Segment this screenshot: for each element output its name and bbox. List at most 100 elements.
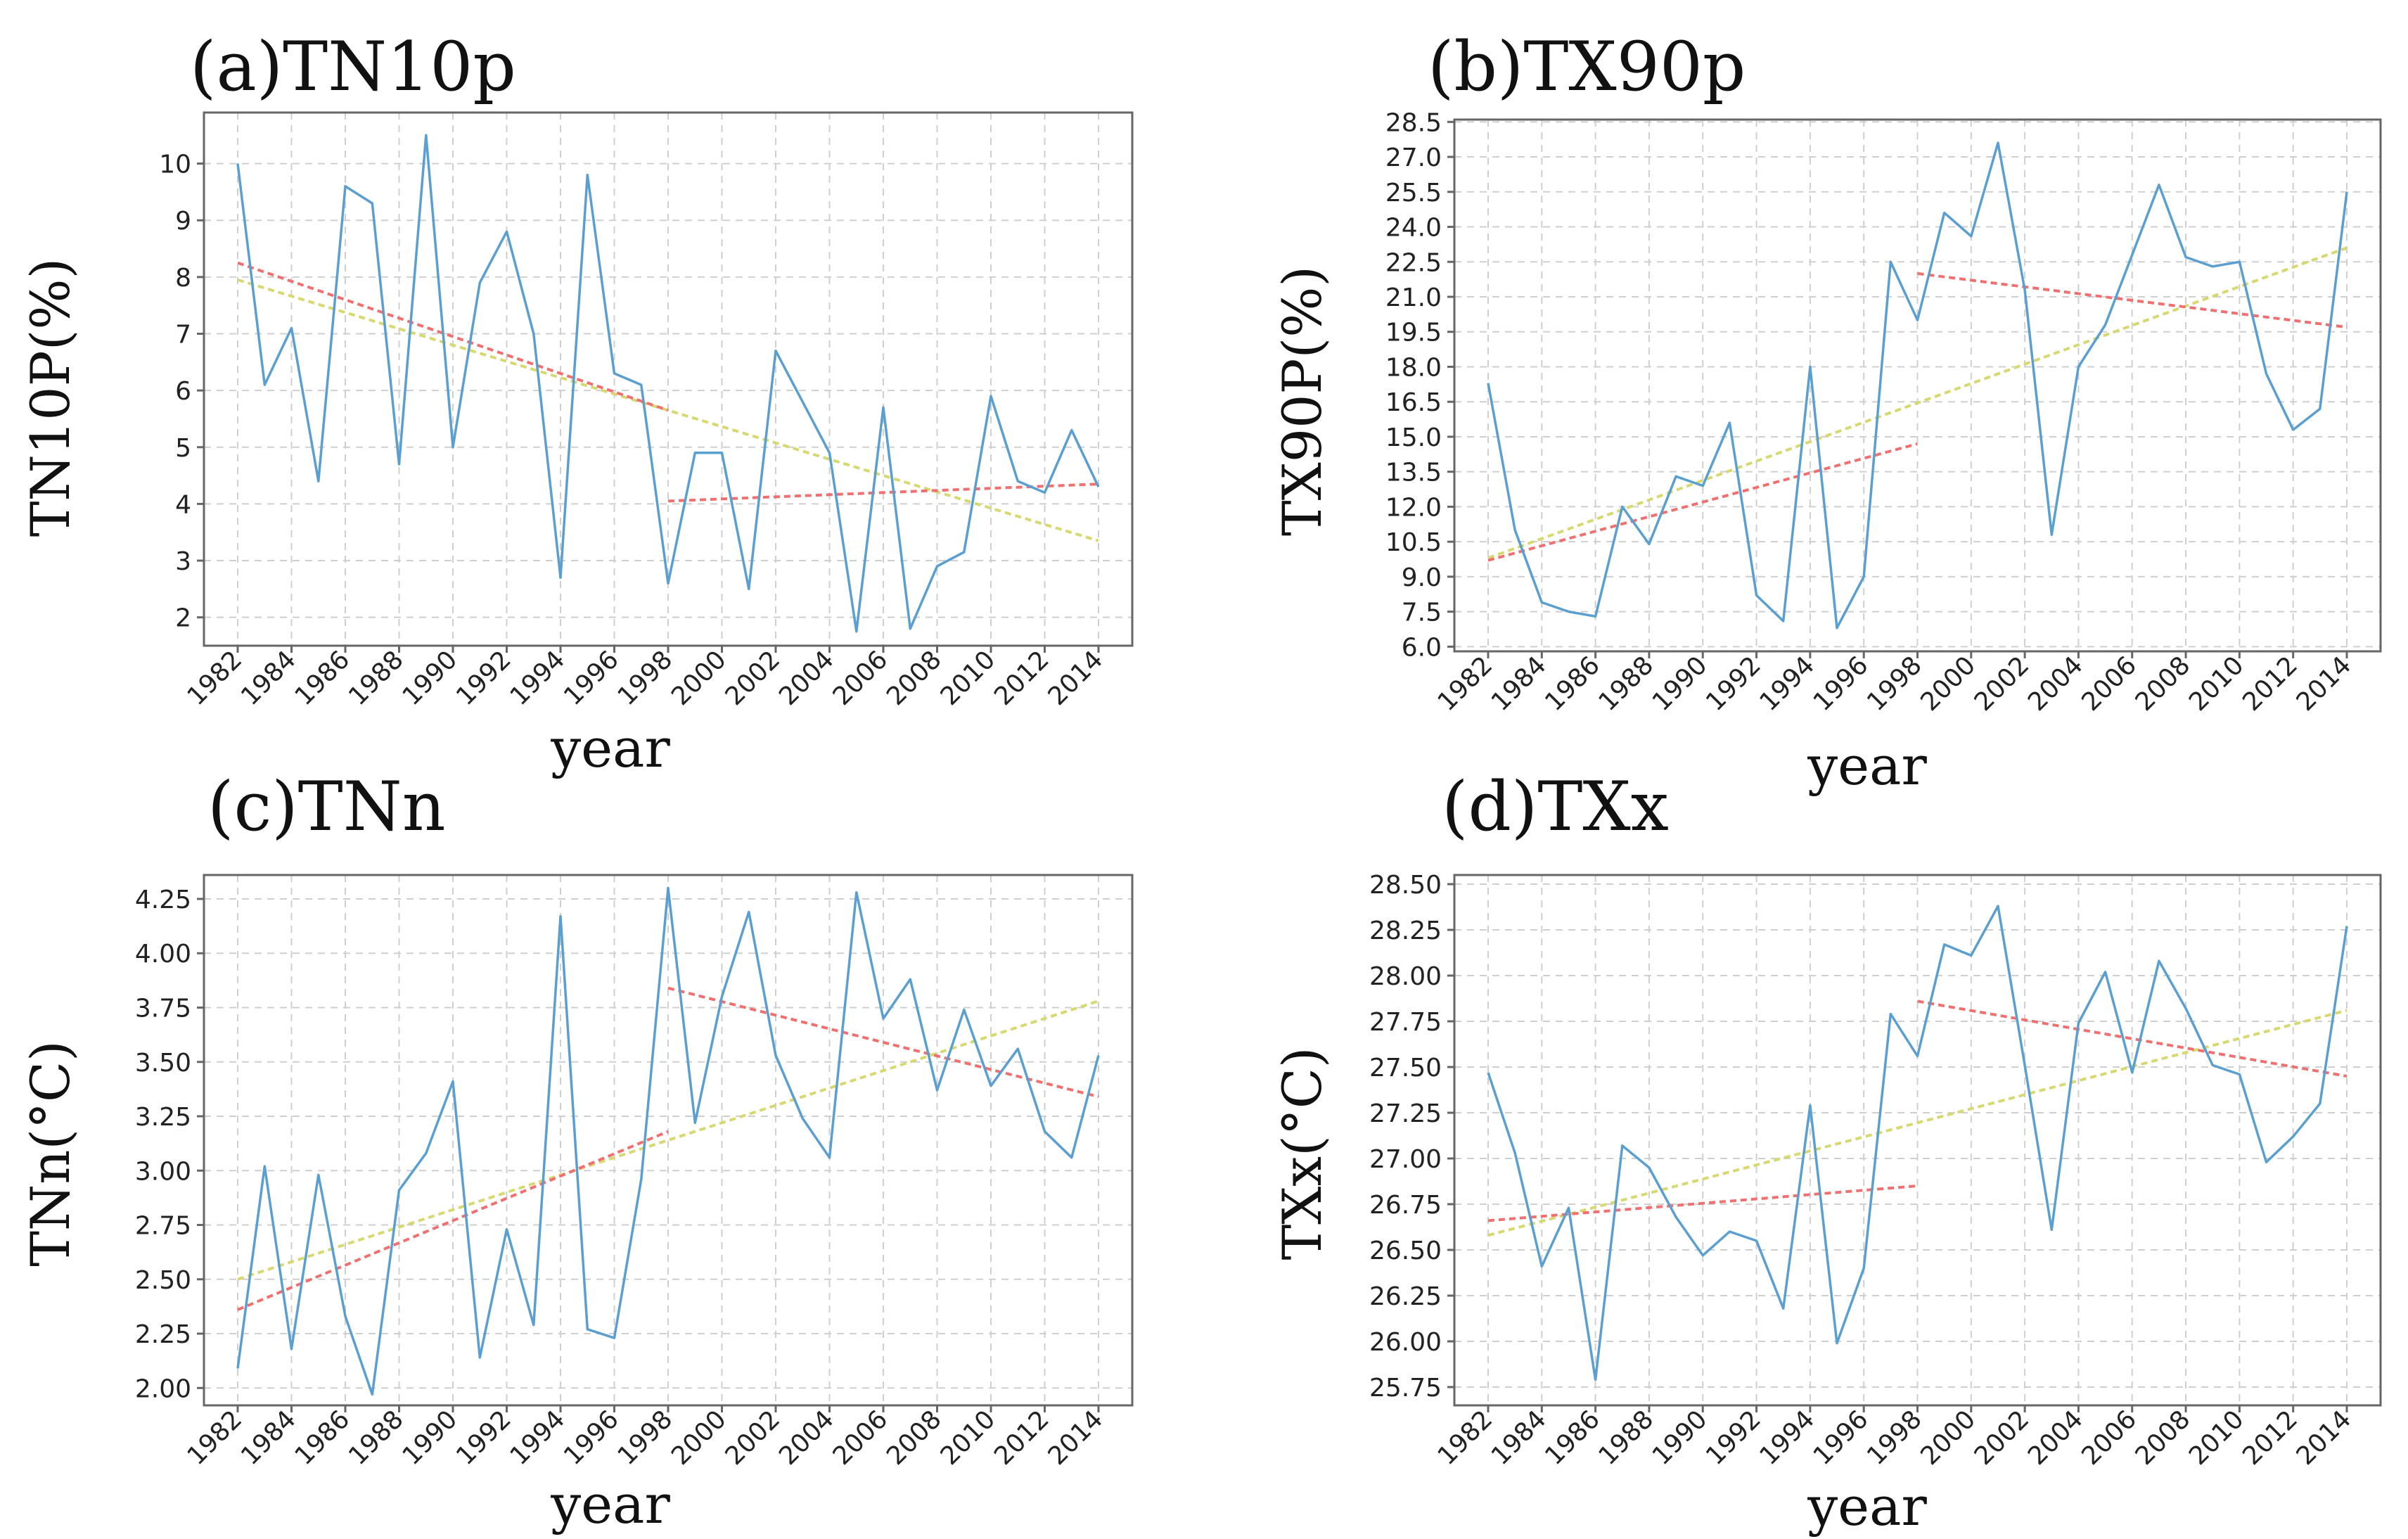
panel-c-ytick-label: 2.25 [135,1320,191,1349]
panel-d-ytick-label: 28.00 [1369,962,1442,991]
panel-b-frame [1453,118,2382,653]
panel-c-ytick-label: 4.00 [135,940,191,969]
panel-c-xtick-label: 1996 [558,1405,625,1471]
panel-b-ytick-label: 13.5 [1385,459,1442,487]
panel-a-frame [203,111,1134,647]
panel-d-xtick-label: 1992 [1701,1405,1767,1471]
panel-a-ytick-label: 4 [175,490,191,519]
panel-d-ytick-label: 26.50 [1369,1237,1442,1265]
panel-c-ytick-label: 3.75 [135,995,191,1023]
panel-d-frame [1453,874,2382,1407]
panel-b-xtick-label: 1990 [1647,651,1713,717]
panel-b-xtick-label: 2004 [2023,651,2089,717]
panel-b-ytick-label: 15.0 [1385,423,1442,452]
panel-b-trend-1982-2014 [1487,246,2348,560]
panel-d-plot: 1982198419861988199019921994199619982000… [1369,871,2382,1471]
panel-b-xtick-label: 2012 [2237,651,2303,717]
panel-a: (a)TN10p TN10P(%) year 19821984198619881… [19,27,1134,779]
panel-c-frame [203,874,1134,1407]
panel-c-xtick-label: 2002 [720,1405,786,1471]
panel-b-xtick-label: 1996 [1808,651,1874,717]
panel-b-ytick-label: 25.5 [1385,179,1442,207]
panel-b-xtick-label: 2010 [2184,651,2250,717]
panel-a-xlabel: year [550,717,670,779]
panel-b-ytick-label: 6.0 [1402,633,1442,662]
panel-d-xtick-label: 1986 [1539,1405,1606,1471]
panel-b-xtick-label: 1982 [1433,651,1499,717]
panel-d-xtick-label: 2010 [2184,1405,2250,1471]
panel-b-ytick-label: 22.5 [1385,248,1442,277]
panel-b-xtick-label: 1998 [1862,651,1928,717]
panel-c-xtick-label: 1990 [397,1405,463,1471]
panel-c-trend-1982-2014 [237,1000,1099,1281]
panel-d-ytick-label: 27.25 [1369,1099,1442,1128]
panel-c-xtick-label: 2008 [881,1405,947,1471]
panel-a-xtick-label: 1986 [290,645,356,711]
panel-c-xtick-label: 2000 [666,1405,732,1471]
panel-d-xtick-label: 1996 [1808,1405,1874,1471]
panel-d-xtick-label: 2002 [1969,1405,2035,1471]
panel-a-trend-1982-1998 [237,261,669,412]
panel-a-ylabel: TN10P(%) [19,258,82,537]
panel-c-trend-1982-1998 [237,1130,669,1311]
panel-a-xtick-label: 2010 [935,645,1001,711]
panel-d-xtick-label: 2004 [2023,1405,2089,1471]
panel-c-ytick-label: 3.00 [135,1157,191,1186]
panel-a-xtick-label: 2008 [881,645,947,711]
panel-d-xtick-label: 2012 [2237,1405,2303,1471]
panel-c-xtick-label: 1998 [613,1405,679,1471]
panel-d-xtick-label: 2006 [2076,1405,2142,1471]
panel-d-xtick-label: 1994 [1754,1405,1820,1471]
panel-c-xtick-label: 1982 [182,1405,248,1471]
panel-c-ytick-label: 2.00 [135,1374,191,1403]
panel-c-xtick-label: 2012 [989,1405,1055,1471]
panel-a-trend-1982-2014 [237,278,1099,542]
panel-b-xtick-label: 2002 [1969,651,2035,717]
panel-a-xtick-label: 2004 [774,645,840,711]
panel-b-ytick-label: 18.0 [1385,353,1442,382]
panel-b-xtick-label: 1994 [1754,651,1820,717]
panel-b-ytick-label: 12.0 [1385,493,1442,522]
panel-d-ytick-label: 27.50 [1369,1054,1442,1083]
panel-d-trend-1998-2014 [1917,1000,2348,1078]
panel-c-ytick-label: 3.25 [135,1103,191,1132]
panel-c-ytick-label: 2.50 [135,1266,191,1295]
panel-b-ytick-label: 9.0 [1402,563,1442,592]
panel-a-ytick-label: 7 [175,320,191,349]
panel-d-ytick-label: 28.25 [1369,917,1442,945]
panel-a-plot: 1982198419861988199019921994199619982000… [159,111,1134,711]
panel-b-xtick-label: 2008 [2130,651,2196,717]
panel-b-ytick-label: 21.0 [1385,283,1442,312]
panel-c-xtick-label: 1988 [343,1405,409,1471]
panel-b-ytick-label: 7.5 [1402,599,1442,627]
panel-b-xtick-label: 2000 [1915,651,1981,717]
panel-d-ytick-label: 26.00 [1369,1328,1442,1357]
panel-d-trend-1982-1998 [1487,1184,1918,1222]
panel-a-ytick-label: 6 [175,377,191,406]
panel-a-xtick-label: 1998 [613,645,679,711]
panel-b-ylabel: TX90P(%) [1271,266,1333,536]
panel-a-ytick-label: 8 [175,264,191,293]
panel-a-xtick-label: 1988 [343,645,409,711]
panel-a-xtick-label: 1994 [505,645,571,711]
panel-c-xtick-label: 1984 [236,1405,302,1471]
panel-d-xtick-label: 2008 [2130,1405,2196,1471]
panel-b-ytick-label: 10.5 [1385,528,1442,557]
panel-c-ytick-label: 3.50 [135,1049,191,1078]
panel-b-xlabel: year [1807,734,1927,797]
panel-b-ytick-label: 28.5 [1385,108,1442,137]
panel-d-title: (d)TXx [1442,767,1669,846]
panel-c-xtick-label: 2010 [935,1405,1001,1471]
panel-b-ytick-label: 16.5 [1385,388,1442,417]
panel-b-xtick-label: 2006 [2076,651,2142,717]
panel-c-xtick-label: 1992 [451,1405,517,1471]
panel-d-ytick-label: 25.75 [1369,1374,1442,1403]
panel-a-xtick-label: 2014 [1043,645,1109,711]
panel-b-xtick-label: 1986 [1539,651,1606,717]
panel-d-xtick-label: 1982 [1433,1405,1499,1471]
panel-d: (d)TXx TXx(°C) year 19821984198619881990… [1271,767,2382,1538]
panel-b-ytick-label: 24.0 [1385,214,1442,243]
panel-d-xtick-label: 1984 [1486,1405,1552,1471]
panel-b-series-line [1487,141,2348,630]
panel-c-xtick-label: 2004 [774,1405,840,1471]
